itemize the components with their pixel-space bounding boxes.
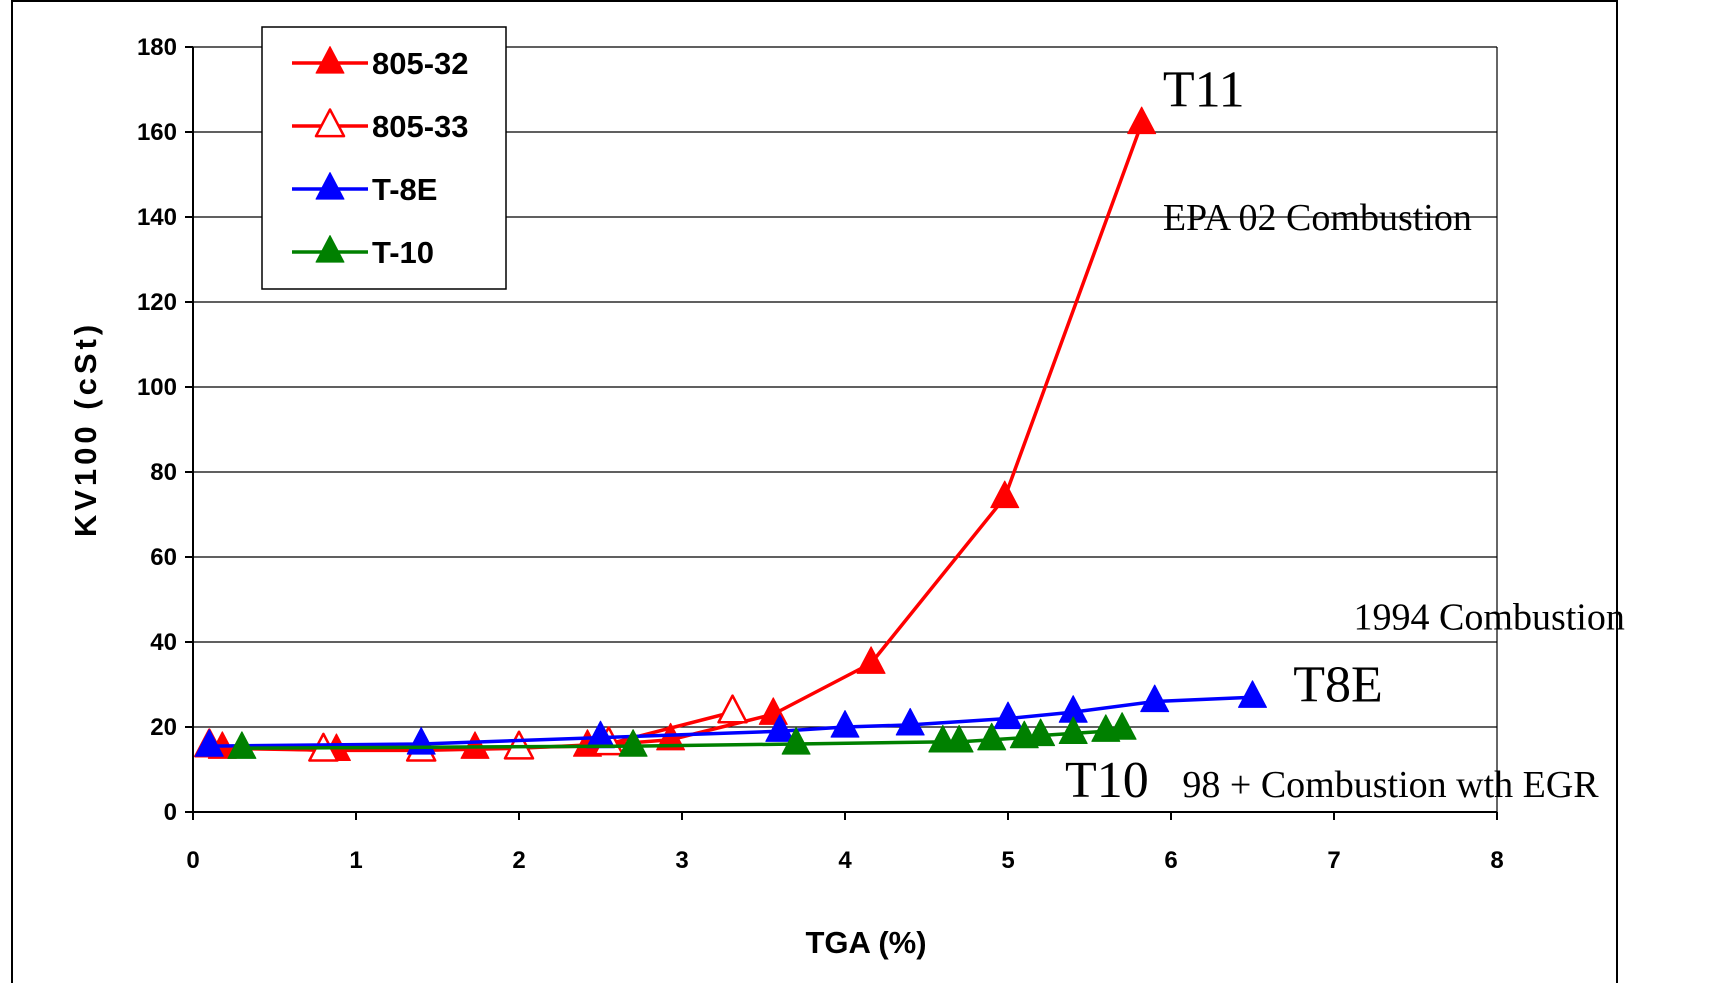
y-tick-label: 160 <box>137 119 177 146</box>
y-axis-label: KV100 (cSt) <box>68 321 103 537</box>
legend: 805-32 805-33 T-8E T-10 <box>261 26 507 290</box>
data-point <box>618 729 648 757</box>
x-tick-label: 3 <box>675 847 688 874</box>
legend-label: 805-32 <box>372 46 469 81</box>
x-tick-label: 6 <box>1164 847 1177 874</box>
y-tick-label: 100 <box>137 374 177 401</box>
legend-marker <box>315 46 345 74</box>
data-point <box>977 722 1007 751</box>
annotations: T11 EPA 02 Combustion 1994 Combustion T8E T1… <box>1065 62 1625 810</box>
legend-label: T-10 <box>372 235 434 270</box>
x-tick-label: 8 <box>1490 847 1503 874</box>
chart-annotation: 1994 Combustion <box>1354 596 1625 638</box>
data-point <box>990 480 1020 509</box>
legend-item: T-8E <box>292 172 437 207</box>
data-point <box>1107 712 1137 740</box>
legend-label: 805-33 <box>372 109 469 144</box>
data-point <box>944 724 974 753</box>
x-tick-label: 4 <box>838 847 852 874</box>
legend-marker <box>314 108 346 138</box>
data-point <box>717 694 748 724</box>
y-tick-label: 180 <box>137 34 177 61</box>
data-point <box>1026 718 1056 747</box>
legend-marker <box>315 172 345 200</box>
y-tick-label: 80 <box>150 459 177 486</box>
y-tick-label: 60 <box>150 544 177 571</box>
series-t-10 <box>227 712 1137 759</box>
tick-labels: 0 20 40 60 80 100 120 140 160 180 0 1 2 3 4 5 6 7 8 <box>137 34 1504 874</box>
data-point <box>1127 106 1157 135</box>
y-tick-label: 20 <box>150 714 177 741</box>
data-point <box>765 714 795 742</box>
data-point <box>1058 716 1088 744</box>
legend-marker <box>315 235 345 263</box>
data-point <box>1238 680 1267 708</box>
x-axis-label: TGA (%) <box>805 925 926 960</box>
x-tick-label: 1 <box>349 847 362 874</box>
data-point <box>830 710 860 738</box>
data-point <box>856 646 886 674</box>
data-point <box>194 729 224 757</box>
data-point <box>406 727 436 755</box>
chart-annotation: EPA 02 Combustion <box>1163 197 1472 239</box>
data-series <box>194 106 1267 762</box>
data-point <box>781 727 811 755</box>
y-tick-label: 40 <box>150 629 177 656</box>
y-tick-label: 140 <box>137 204 177 231</box>
legend-box <box>261 26 507 290</box>
axes <box>185 46 1498 820</box>
chart-annotation: T11 <box>1163 62 1245 119</box>
y-tick-label: 120 <box>137 289 177 316</box>
x-tick-label: 2 <box>512 847 525 874</box>
x-tick-label: 7 <box>1327 847 1340 874</box>
x-tick-label: 0 <box>186 847 199 874</box>
legend-item: 805-33 <box>292 108 469 144</box>
data-point <box>1140 684 1170 713</box>
chart-annotation: T10 <box>1065 752 1149 809</box>
data-point <box>460 731 490 759</box>
data-point <box>993 701 1023 730</box>
data-point <box>895 707 925 736</box>
chart-annotation: T8E <box>1293 657 1383 714</box>
chart-frame <box>11 0 1618 983</box>
data-point <box>227 731 257 759</box>
series-line <box>209 695 1253 748</box>
legend-item: T-10 <box>292 235 434 270</box>
x-tick-label: 5 <box>1001 847 1014 874</box>
chart-annotation: 98 + Combustion wth EGR <box>1182 764 1599 806</box>
y-tick-label: 0 <box>164 799 177 826</box>
legend-item: 805-32 <box>292 46 469 81</box>
series-t-8e <box>194 680 1267 757</box>
legend-label: T-8E <box>372 172 437 207</box>
